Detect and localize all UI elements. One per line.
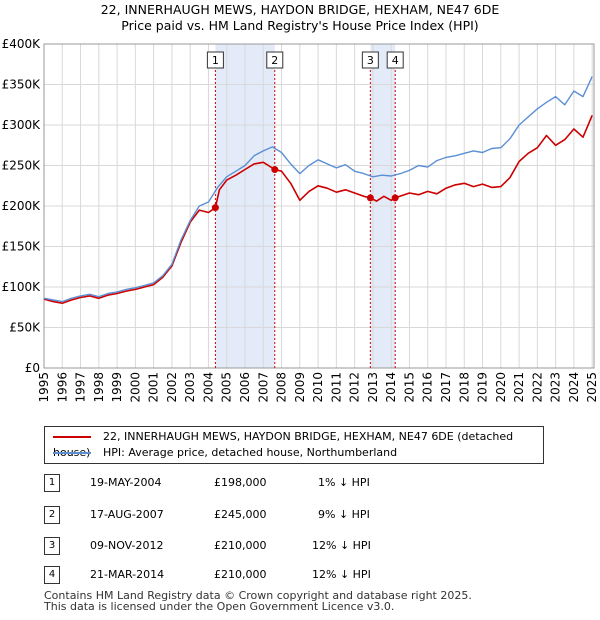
x-tick-label: 1998 <box>92 372 106 403</box>
x-tick-label: 2018 <box>457 372 471 403</box>
x-tick-label: 2009 <box>293 372 307 403</box>
sale-label: 1 <box>212 54 219 67</box>
legend-item-hpi: HPI: Average price, detached house, Nort… <box>53 445 397 461</box>
x-tick-label: 2001 <box>147 372 161 403</box>
sale-point <box>391 194 399 202</box>
x-tick-label: 1996 <box>55 372 69 403</box>
x-tick-label: 2021 <box>512 372 526 403</box>
footer-copyright: Contains HM Land Registry data © Crown c… <box>44 589 472 602</box>
x-tick-label: 2003 <box>183 372 197 403</box>
sale-label-box <box>266 51 284 69</box>
x-tick-label: 2007 <box>256 372 270 403</box>
transaction-number: 3 <box>44 537 60 555</box>
x-tick-label: 2025 <box>585 372 599 403</box>
sale-point <box>366 194 374 202</box>
transaction-date: 21-MAR-2014 <box>90 568 165 581</box>
sale-label: 3 <box>367 54 374 67</box>
chart-title: 22, INNERHAUGH MEWS, HAYDON BRIDGE, HEXH… <box>100 2 500 17</box>
x-tick-label: 1999 <box>110 372 124 403</box>
y-tick-label: £200K <box>2 199 42 213</box>
x-tick-label: 2002 <box>165 372 179 403</box>
transaction-hpi: 12% ↓ HPI <box>312 568 371 581</box>
legend: 22, INNERHAUGH MEWS, HAYDON BRIDGE, HEXH… <box>44 426 544 464</box>
price-chart: £0 £50K £100K £150K £200K £250K £300K £350K £400… <box>2 37 600 403</box>
x-tick-label: 2016 <box>421 372 435 403</box>
property-price-line <box>43 114 593 305</box>
x-tick-label: 2013 <box>366 372 380 403</box>
transaction-date: 19-MAY-2004 <box>90 476 162 489</box>
x-tick-label: 2022 <box>530 372 544 403</box>
transaction-price: £210,000 <box>214 539 267 552</box>
x-tick-label: 1997 <box>74 372 88 403</box>
legend-swatch-property <box>53 436 91 438</box>
transaction-hpi: 12% ↓ HPI <box>312 539 371 552</box>
footer-license: This data is licensed under the Open Gov… <box>44 600 395 613</box>
sale-point <box>271 166 279 174</box>
x-tick-label: 2024 <box>567 372 581 403</box>
y-tick-label: £300K <box>2 118 42 132</box>
x-tick-label: 2019 <box>476 372 490 403</box>
x-tick-label: 2010 <box>311 372 325 403</box>
x-tick-label: 2012 <box>348 372 362 403</box>
hpi-line <box>43 76 593 303</box>
transaction-date: 17-AUG-2007 <box>90 508 164 521</box>
y-tick-label: £250K <box>2 159 42 173</box>
x-tick-label: 2020 <box>494 372 508 403</box>
x-tick-label: 2023 <box>549 372 563 403</box>
legend-item-property: 22, INNERHAUGH MEWS, HAYDON BRIDGE, HEXH… <box>53 429 543 459</box>
x-tick-label: 2008 <box>275 372 289 403</box>
y-tick-label: £400K <box>2 37 42 51</box>
transaction-number: 4 <box>44 566 60 584</box>
transaction-price: £210,000 <box>214 568 267 581</box>
sale-label-box <box>206 51 224 69</box>
legend-swatch-hpi <box>53 452 91 454</box>
transaction-price: £198,000 <box>214 476 267 489</box>
x-tick-label: 2006 <box>238 372 252 403</box>
x-tick-label: 2005 <box>220 372 234 403</box>
plot-frame <box>43 43 595 369</box>
transaction-number: 1 <box>44 474 60 492</box>
x-tick-label: 2017 <box>439 372 453 403</box>
y-tick-label: £100K <box>2 280 42 294</box>
sale-label: 4 <box>392 54 399 67</box>
sale-label-box <box>386 51 404 69</box>
legend-label-hpi: HPI: Average price, detached house, Nort… <box>103 446 398 459</box>
y-tick-label: £50K <box>9 321 41 335</box>
x-tick-label: 2004 <box>201 372 215 403</box>
sale-label: 2 <box>271 54 278 67</box>
x-tick-label: 1995 <box>37 372 51 403</box>
transaction-hpi: 1% ↓ HPI <box>318 476 370 489</box>
x-tick-label: 2015 <box>402 372 416 403</box>
transaction-price: £245,000 <box>214 508 267 521</box>
y-tick-label: £350K <box>2 78 42 92</box>
sale-point <box>211 204 219 212</box>
y-tick-label: £150K <box>2 240 42 254</box>
x-tick-label: 2011 <box>329 372 343 403</box>
transaction-date: 09-NOV-2012 <box>90 539 164 552</box>
transaction-number: 2 <box>44 506 60 524</box>
transaction-hpi: 9% ↓ HPI <box>318 508 370 521</box>
sale-label-box <box>361 51 379 69</box>
x-tick-label: 2014 <box>384 372 398 403</box>
chart-subtitle: Price paid vs. HM Land Registry's House … <box>121 18 479 33</box>
y-tick-label: £0 <box>25 361 40 375</box>
x-tick-label: 2000 <box>128 372 142 403</box>
